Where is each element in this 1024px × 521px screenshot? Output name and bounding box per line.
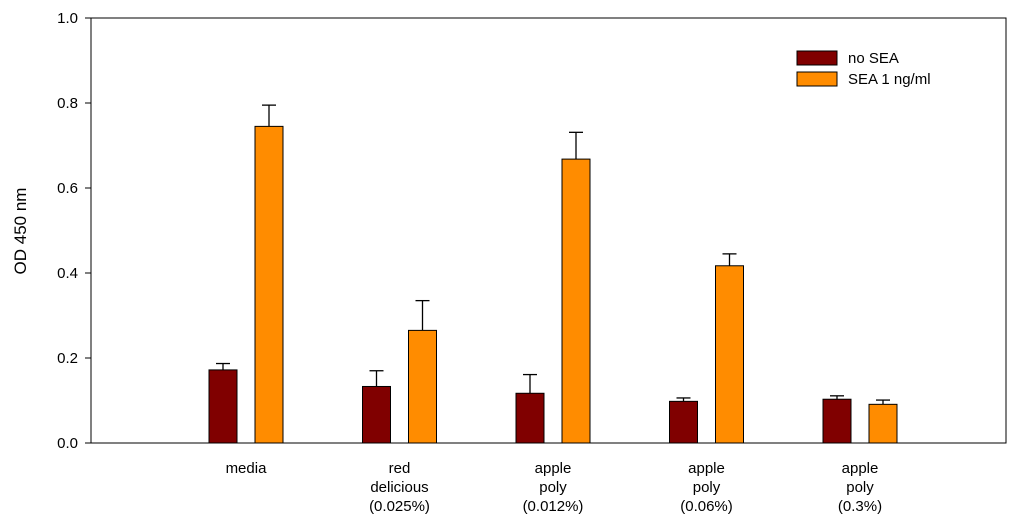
x-category-label: poly — [693, 479, 721, 496]
bar-sea-3 — [715, 265, 744, 444]
y-tick-label: 1.0 — [57, 10, 78, 27]
bar-sea-4 — [868, 403, 898, 444]
bar-no-sea-4 — [822, 398, 852, 444]
bar-no-sea-2 — [515, 392, 545, 444]
legend-label: no SEA — [848, 50, 899, 67]
x-category-label: (0.06%) — [680, 498, 733, 515]
x-category-label: (0.025%) — [369, 498, 430, 515]
x-category-label: apple — [535, 460, 572, 477]
x-category-label: red — [389, 460, 411, 477]
x-axis: media red delicious (0.025%) apple poly (0.012… — [226, 460, 883, 515]
legend: no SEA SEA 1 ng/ml — [796, 50, 931, 88]
x-category-label: apple — [842, 460, 879, 477]
y-tick-label: 0.6 — [57, 180, 78, 197]
bar-no-sea-0 — [208, 369, 238, 444]
x-category-label: poly — [539, 479, 567, 496]
bar-sea-2 — [561, 158, 591, 444]
y-axis-label: OD 450 nm — [11, 188, 30, 275]
y-tick-label: 0.0 — [57, 435, 78, 452]
error-bars-layer — [216, 104, 890, 405]
y-tick-label: 0.4 — [57, 265, 78, 282]
y-axis: 0.0 0.2 0.4 0.6 0.8 1.0 — [57, 10, 91, 452]
x-category-label: delicious — [370, 479, 428, 496]
x-category-label: media — [226, 460, 268, 477]
legend-swatch-no-sea — [796, 50, 838, 66]
bar-no-sea-3 — [669, 400, 698, 444]
bar-no-sea-1 — [362, 385, 391, 444]
bar-sea-1 — [408, 329, 437, 444]
bars-layer — [208, 125, 898, 444]
legend-label: SEA 1 ng/ml — [848, 71, 931, 88]
x-category-label: apple — [688, 460, 725, 477]
x-category-label: (0.3%) — [838, 498, 882, 515]
legend-swatch-sea — [796, 71, 838, 87]
bar-sea-0 — [254, 125, 284, 444]
x-category-label: poly — [846, 479, 874, 496]
x-category-label: (0.012%) — [523, 498, 584, 515]
plot-frame — [90, 17, 1007, 444]
y-tick-label: 0.2 — [57, 350, 78, 367]
y-tick-label: 0.8 — [57, 95, 78, 112]
